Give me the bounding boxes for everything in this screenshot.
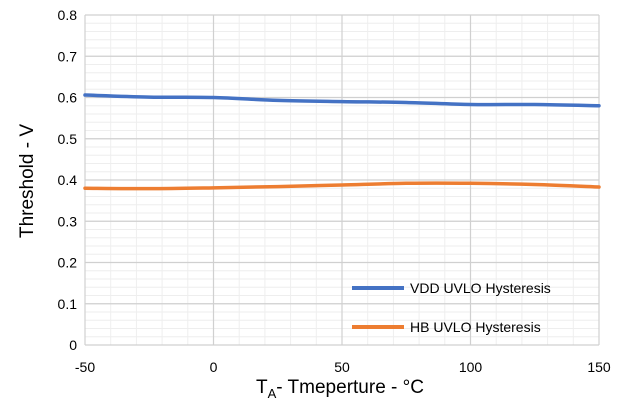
series-lines bbox=[83, 93, 601, 191]
x-tick-label: -50 bbox=[75, 359, 95, 375]
series-line-0 bbox=[83, 93, 601, 108]
legend: VDD UVLO Hysteresis HB UVLO Hysteresis bbox=[352, 280, 551, 335]
y-tick-label: 0.4 bbox=[58, 172, 78, 188]
y-tick-label: 0.7 bbox=[58, 48, 78, 64]
y-tick-label: 0.3 bbox=[58, 213, 78, 229]
x-axis-label-subscript: A bbox=[268, 386, 277, 401]
y-tick-label: 0.6 bbox=[58, 90, 78, 106]
series-line-1 bbox=[83, 181, 601, 191]
y-tick-label: 0.5 bbox=[58, 131, 78, 147]
y-tick-label: 0.1 bbox=[58, 296, 78, 312]
legend-label-hb: HB UVLO Hysteresis bbox=[410, 319, 541, 335]
x-axis-label: TA- Tmeperture - °C bbox=[256, 377, 424, 401]
y-tick-label: 0.8 bbox=[58, 7, 78, 23]
y-axis-tick-labels: 0 0.1 0.2 0.3 0.4 0.5 0.6 0.7 0.8 bbox=[58, 7, 78, 353]
y-tick-label: 0.2 bbox=[58, 255, 78, 271]
x-axis-label-rest: - Tmeperture - °C bbox=[276, 377, 424, 398]
x-tick-label: 0 bbox=[210, 359, 218, 375]
legend-label-vdd: VDD UVLO Hysteresis bbox=[410, 280, 551, 296]
y-axis-label: Threshold - V bbox=[17, 124, 38, 238]
x-tick-label: 50 bbox=[334, 359, 350, 375]
x-axis-tick-labels: -50 0 50 100 150 bbox=[75, 359, 611, 375]
x-axis-label-main: T bbox=[256, 377, 268, 398]
x-tick-label: 100 bbox=[459, 359, 483, 375]
y-tick-label: 0 bbox=[69, 337, 77, 353]
x-tick-label: 150 bbox=[587, 359, 611, 375]
